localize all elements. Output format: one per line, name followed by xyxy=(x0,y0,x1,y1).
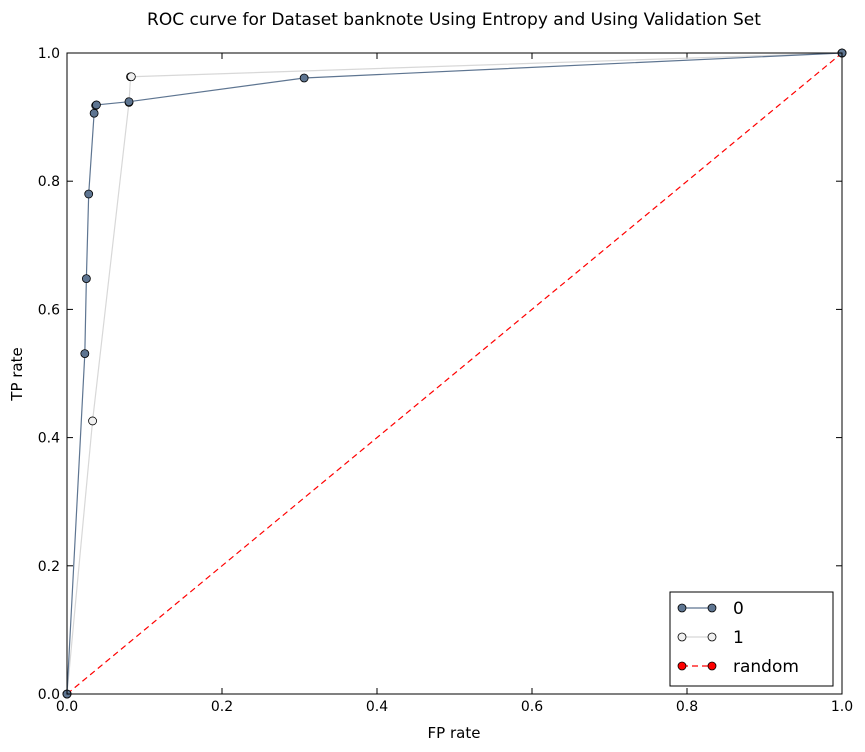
chart-title: ROC curve for Dataset banknote Using Ent… xyxy=(147,10,761,30)
legend-entry-1: 1 xyxy=(677,628,744,648)
data-point xyxy=(92,100,101,110)
x-tick-label: 1.0 xyxy=(831,699,853,715)
series-line xyxy=(66,52,843,695)
series-layer xyxy=(62,48,847,699)
data-point xyxy=(81,274,91,284)
legend-marker xyxy=(677,632,687,642)
x-axis-label: FP rate xyxy=(428,724,481,742)
legend-label: 1 xyxy=(733,628,744,648)
data-point xyxy=(89,108,99,118)
data-point xyxy=(80,349,90,359)
legend-entry-0: 0 xyxy=(677,599,744,619)
series-0 xyxy=(62,48,847,699)
legend: 0 1 random xyxy=(669,591,834,687)
plot-frame xyxy=(66,52,843,695)
legend-marker xyxy=(677,661,687,671)
x-tick-label: 0.6 xyxy=(521,699,543,715)
y-tick-label: 0.8 xyxy=(38,174,60,190)
data-point xyxy=(299,73,309,83)
legend-marker xyxy=(707,632,717,642)
legend-entry-random: random xyxy=(677,657,799,677)
legend-marker xyxy=(707,603,717,613)
x-tick-label: 0.4 xyxy=(366,699,388,715)
y-axis-label: TP rate xyxy=(8,347,26,401)
x-tick-label: 0.8 xyxy=(676,699,698,715)
y-tick-label: 0.2 xyxy=(38,559,60,575)
legend-label: random xyxy=(733,657,799,677)
x-tick-label: 0.2 xyxy=(211,699,233,715)
legend-marker xyxy=(707,661,717,671)
y-tick-label: 0.4 xyxy=(38,431,60,447)
data-point xyxy=(88,416,97,426)
legend-marker xyxy=(677,603,687,613)
x-tick-label: 0.0 xyxy=(56,699,78,715)
data-point xyxy=(126,72,136,82)
y-tick-label: 0.0 xyxy=(38,687,60,703)
legend-label: 0 xyxy=(733,599,744,619)
y-tick-label: 0.6 xyxy=(38,302,60,318)
data-point xyxy=(84,189,94,199)
data-point xyxy=(124,97,134,107)
y-tick-label: 1.0 xyxy=(38,46,60,62)
series-line xyxy=(66,52,843,695)
